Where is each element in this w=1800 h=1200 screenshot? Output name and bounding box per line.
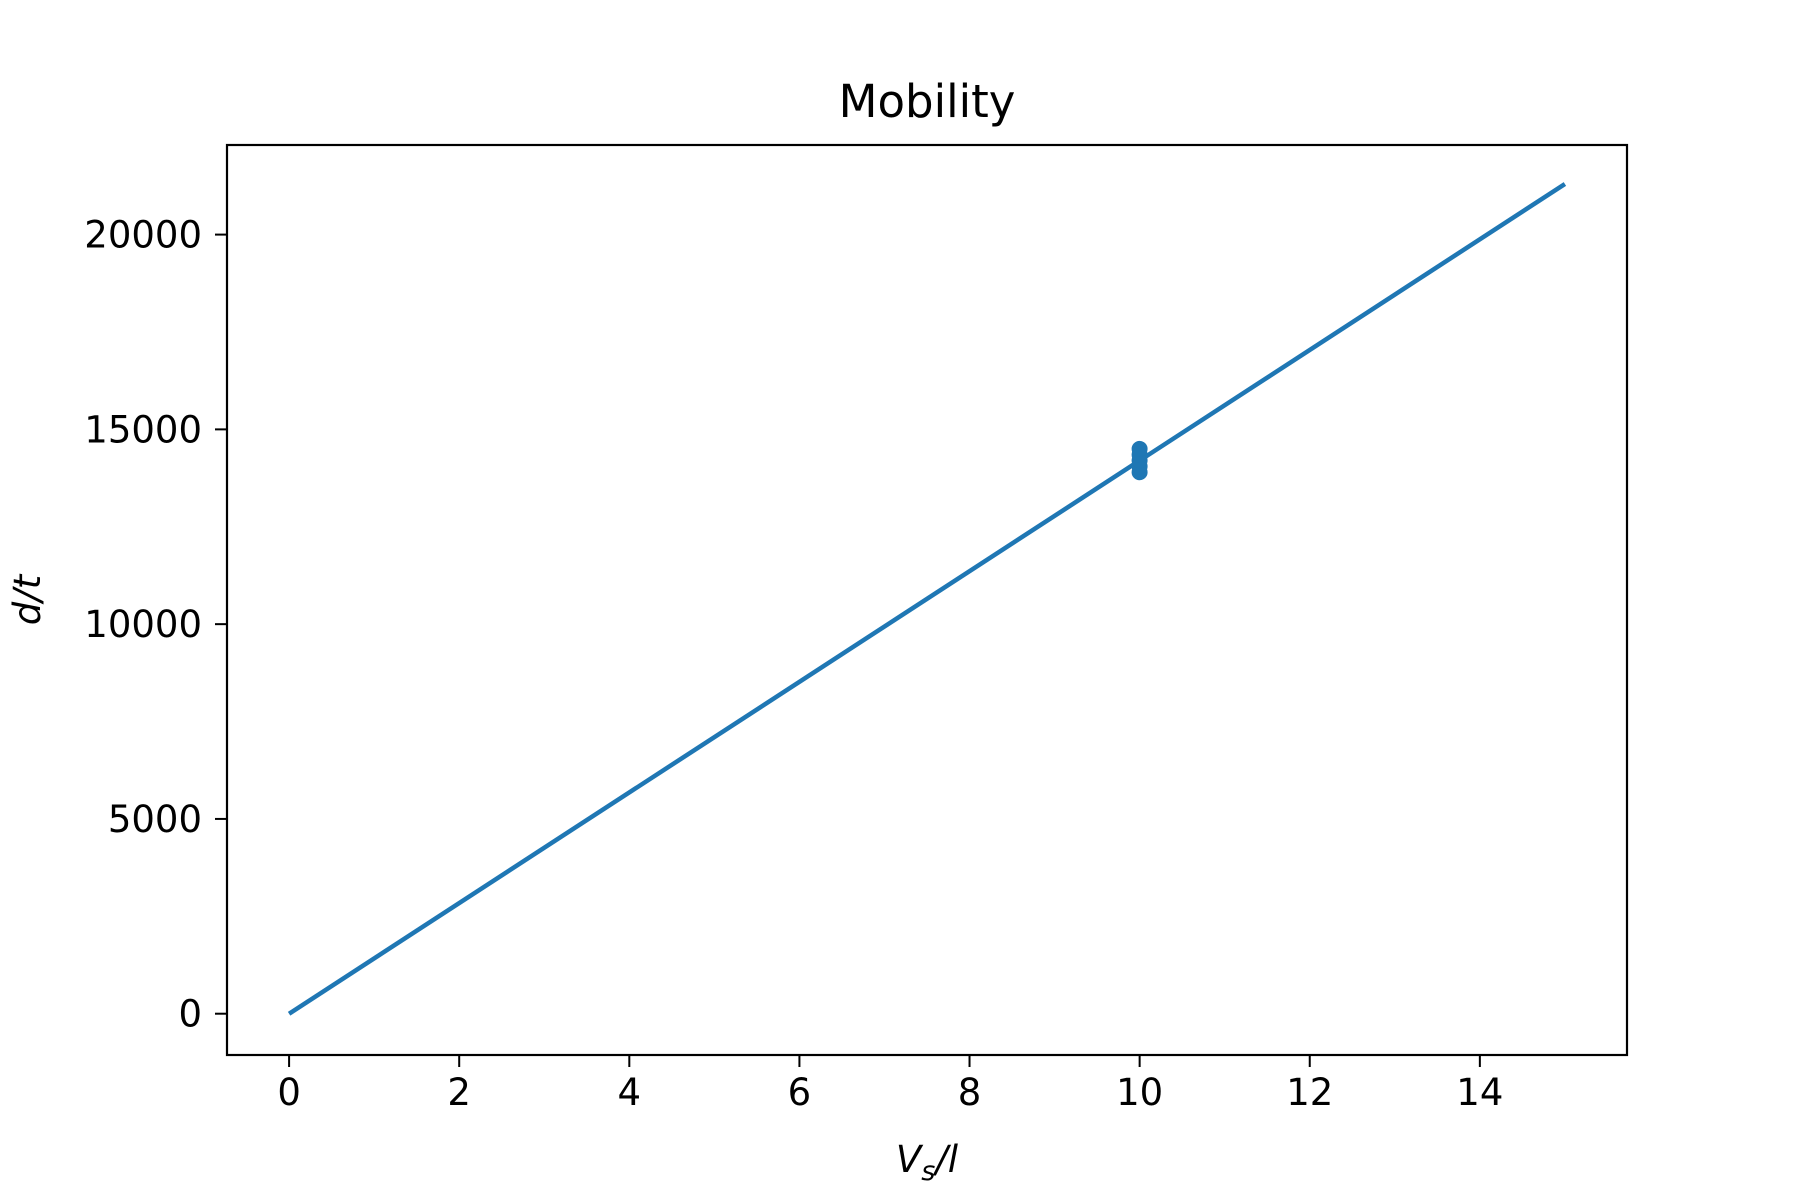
x-axis-label-main: V (896, 1138, 924, 1181)
x-tick-label: 4 (618, 1071, 642, 1114)
x-tick-label: 6 (788, 1071, 812, 1114)
x-axis-label: Vs/l (896, 1138, 959, 1187)
x-tick-label: 12 (1286, 1071, 1333, 1114)
y-tick-label: 10000 (84, 603, 202, 646)
y-axis: 0 5000 10000 15000 20000 (84, 214, 227, 1036)
x-tick-label: 0 (277, 1071, 301, 1114)
y-axis-label: d/t (6, 573, 49, 625)
x-axis-label-subscript: s (921, 1156, 935, 1187)
x-tick-label: 8 (958, 1071, 982, 1114)
x-tick-label: 2 (447, 1071, 471, 1114)
chart-title: Mobility (839, 75, 1016, 128)
y-tick-label: 0 (178, 993, 202, 1036)
plot-area (287, 182, 1567, 1016)
x-axis: 0 2 4 6 8 10 12 14 (277, 1055, 1503, 1114)
y-tick-label: 5000 (108, 798, 202, 841)
x-tick-label: 14 (1456, 1071, 1503, 1114)
y-tick-label: 15000 (84, 408, 202, 451)
y-tick-label: 20000 (84, 214, 202, 257)
data-point (1131, 440, 1148, 457)
x-axis-label-rest: /l (932, 1138, 958, 1181)
plot-frame (225, 143, 1629, 1057)
series-line (287, 182, 1567, 1016)
x-tick-label: 10 (1116, 1071, 1163, 1114)
